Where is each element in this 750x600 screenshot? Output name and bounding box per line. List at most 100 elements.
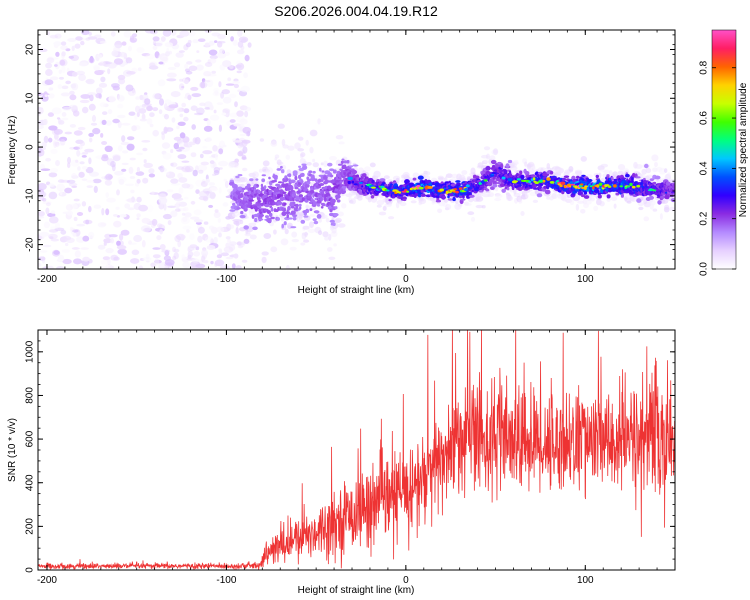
noise-blob [190,86,199,91]
noise-blob [166,171,176,179]
noise-blob [203,125,213,132]
noise-blob [136,166,140,173]
noise-blob [81,151,89,155]
noise-blob [124,183,135,187]
signal-halo [262,160,270,167]
noise-blob [43,221,51,229]
noise-blob [121,168,127,172]
noise-blob [209,191,216,200]
signal-halo [659,213,663,220]
noise-blob [145,253,150,260]
signal-halo [274,154,280,159]
signal-halo [289,246,297,251]
noise-blob [65,48,71,52]
noise-blob [143,227,151,233]
noise-blob [152,36,160,42]
noise-blob [48,87,54,91]
noise-blob [216,254,222,259]
signal-halo [638,206,644,211]
noise-blob [86,180,94,183]
noise-blob [73,258,82,265]
signal-core [289,185,294,191]
signal-core [448,180,451,184]
signal-core [287,205,291,211]
noise-blob [174,208,181,212]
signal-halo [357,195,363,201]
noise-blob [97,244,106,250]
signal-peak [607,185,612,188]
signal-peak [528,180,532,184]
noise-blob [244,54,250,62]
noise-blob [216,102,224,105]
noise-blob [222,202,229,207]
noise-blob [111,50,119,57]
noise-blob [97,54,103,59]
colorbar-tick-label: 0.2 [699,211,710,225]
noise-blob [90,122,98,126]
noise-blob [192,39,199,44]
noise-blob [50,76,59,81]
noise-blob [164,103,168,110]
signal-halo [235,227,239,234]
signal-core [606,194,611,199]
noise-blob [48,93,55,99]
signal-halo [475,204,484,209]
noise-blob [243,106,252,112]
noise-blob [156,235,162,241]
signal-halo [337,223,346,228]
signal-peak [592,185,595,190]
noise-blob [165,51,170,57]
noise-blob [67,38,77,42]
signal-peak [489,174,495,177]
signal-core [286,213,290,219]
signal-core [278,181,283,184]
signal-core [648,195,654,200]
signal-core [290,206,295,209]
noise-blob [189,265,198,269]
signal-halo [634,164,643,169]
noise-blob [116,189,120,196]
noise-blob [128,45,132,52]
noise-blob [159,98,164,106]
signal-core [255,178,259,181]
signal-halo [489,155,496,162]
signal-core [317,178,322,183]
signal-core [459,194,463,198]
noise-blob [242,139,251,144]
signal-halo [300,152,306,158]
noise-blob [152,254,161,259]
signal-peak [534,181,539,185]
signal-halo [229,224,234,229]
signal-halo [410,200,417,204]
noise-blob [123,30,132,38]
signal-halo [378,211,387,216]
noise-blob [127,207,135,211]
noise-blob [160,36,166,42]
noise-blob [206,79,214,88]
noise-blob [117,103,124,109]
noise-blob [106,158,115,166]
spectrogram-ytick-label: 10 [25,92,36,104]
noise-blob [128,242,137,245]
noise-blob [218,187,222,194]
noise-blob [159,228,164,235]
noise-blob [214,40,218,43]
signal-core [275,209,279,213]
noise-blob [149,123,154,128]
signal-core [229,209,236,212]
noise-blob [218,160,229,167]
noise-blob [39,231,50,237]
noise-blob [237,151,244,157]
noise-blob [225,236,231,240]
noise-blob [43,135,49,144]
noise-blob [104,145,113,152]
signal-core [341,158,345,161]
signal-halo [277,123,285,129]
noise-blob [204,62,213,67]
signal-core [593,189,600,193]
noise-blob [99,102,106,108]
signal-halo [461,170,468,175]
noise-blob [183,79,189,85]
noise-blob [177,107,183,113]
noise-blob [64,131,73,135]
